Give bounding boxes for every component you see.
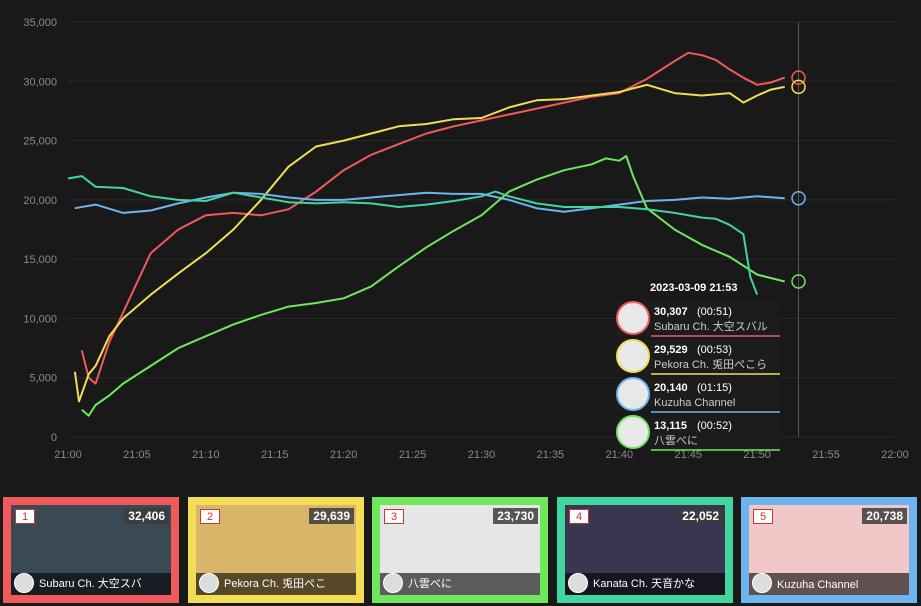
hover-marker [791, 79, 806, 95]
tooltip-value: 29,529 [654, 344, 688, 356]
viewer-count: 22,052 [678, 508, 723, 524]
x-tick-label: 22:00 [881, 449, 909, 461]
tooltip-duration: (01:15) [697, 382, 732, 394]
tooltip-avatar [616, 415, 650, 449]
channel-bar: Subaru Ch. 大空スバ [11, 573, 171, 595]
ranking-card-5[interactable]: 5 20,738 Kuzuha Channel [741, 497, 917, 603]
y-tick-label: 15,000 [23, 254, 57, 266]
tooltip-duration: (00:52) [697, 420, 732, 432]
viewer-count: 23,730 [493, 508, 538, 524]
x-tick-label: 21:20 [330, 449, 358, 461]
channel-name: 八雲べに [408, 578, 452, 590]
series-line [67, 175, 759, 296]
concurrent-viewers-chart: 0 5,000 10,000 15,000 20,000 25,000 30,000 35,0… [23, 17, 909, 461]
x-tick-label: 21:50 [743, 449, 771, 461]
y-tick-label: 20,000 [23, 195, 57, 207]
viewer-count: 20,738 [862, 508, 907, 524]
tooltip-channel-name: Subaru Ch. 大空スバル [654, 319, 768, 333]
tooltip-avatar [616, 301, 650, 335]
hover-marker [791, 70, 806, 85]
viewer-count: 29,639 [309, 508, 354, 524]
ranking-card-4[interactable]: 4 22,052 Kanata Ch. 天音かな [557, 497, 733, 603]
avatar [752, 573, 772, 593]
channel-name: Pekora Ch. 兎田ぺこ [224, 578, 327, 590]
viewer-count: 32,406 [124, 508, 169, 524]
series-line [74, 191, 785, 214]
series-line [81, 155, 785, 417]
channel-bar: 八雲べに [380, 573, 540, 595]
x-tick-label: 21:05 [123, 449, 151, 461]
avatar [383, 573, 403, 593]
avatar [568, 573, 588, 593]
tooltip-channel-name: Kuzuha Channel [654, 397, 735, 409]
hover-marker [791, 274, 806, 289]
ranking-cards: 1 32,406 Subaru Ch. 大空スバ 2 29,639 Pekora… [0, 497, 921, 606]
channel-bar: Pekora Ch. 兎田ぺこ [196, 573, 356, 595]
tooltip-channel-name: 八雲べに [654, 434, 698, 447]
hover-marker [791, 190, 806, 206]
ranking-card-3[interactable]: 3 23,730 八雲べに [372, 497, 548, 603]
x-tick-label: 21:10 [192, 449, 220, 461]
channel-bar: Kanata Ch. 天音かな [565, 573, 725, 595]
y-tick-label: 25,000 [23, 136, 57, 148]
x-tick-label: 21:15 [261, 449, 289, 461]
channel-name: Kuzuha Channel [777, 579, 859, 591]
ranking-card-2[interactable]: 2 29,639 Pekora Ch. 兎田ぺこ [188, 497, 364, 603]
tooltip-duration: (00:53) [697, 344, 732, 356]
rank-badge: 4 [569, 509, 589, 524]
tooltip-avatar [616, 339, 650, 373]
tooltip-value: 30,307 [654, 306, 688, 318]
y-tick-label: 0 [51, 432, 57, 444]
tooltip-time: 2023-03-09 21:53 [650, 282, 737, 294]
rank-badge: 1 [15, 509, 35, 524]
channel-bar: Kuzuha Channel [749, 573, 909, 595]
rank-badge: 5 [753, 509, 773, 524]
avatar [199, 573, 219, 593]
x-tick-label: 21:25 [399, 449, 427, 461]
y-tick-label: 35,000 [23, 17, 57, 29]
x-tick-label: 21:45 [674, 449, 702, 461]
x-tick-label: 21:40 [606, 449, 634, 461]
tooltip-avatar [616, 377, 650, 411]
series-line [73, 83, 785, 403]
rank-badge: 2 [200, 509, 220, 524]
series-line [80, 51, 786, 385]
channel-name: Subaru Ch. 大空スバ [39, 578, 142, 590]
avatar [14, 573, 34, 593]
x-tick-label: 21:00 [54, 449, 82, 461]
x-tick-label: 21:30 [468, 449, 496, 461]
y-tick-label: 10,000 [23, 313, 57, 325]
tooltip-value: 20,140 [654, 382, 688, 394]
x-tick-label: 21:35 [537, 449, 565, 461]
rank-badge: 3 [384, 509, 404, 524]
tooltip-channel-name: Pekora Ch. 兎田ぺこら [654, 358, 767, 371]
tooltip-value: 13,115 [654, 420, 687, 432]
ranking-card-1[interactable]: 1 32,406 Subaru Ch. 大空スバ [3, 497, 179, 603]
tooltip-duration: (00:51) [697, 306, 732, 318]
x-tick-label: 21:55 [812, 449, 840, 461]
y-tick-label: 5,000 [29, 373, 57, 385]
channel-name: Kanata Ch. 天音かな [593, 578, 696, 590]
y-tick-label: 30,000 [23, 76, 57, 88]
